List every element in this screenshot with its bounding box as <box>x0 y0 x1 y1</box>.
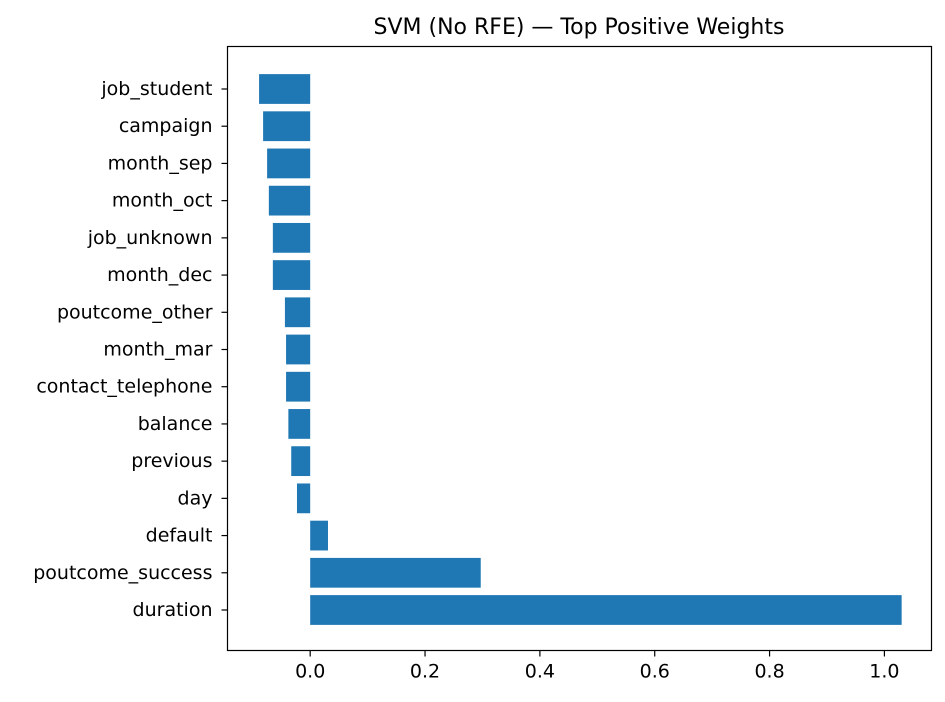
plot-frame <box>226 45 933 652</box>
x-tick-label: 0.6 <box>640 661 670 683</box>
y-tick-label: poutcome_success <box>33 562 212 584</box>
bar-campaign <box>263 111 311 142</box>
y-tick-label: month_oct <box>112 190 213 212</box>
bar-poutcome-success <box>310 557 481 588</box>
bar-previous <box>291 446 311 477</box>
y-tick-label: campaign <box>119 115 213 137</box>
y-tick-label: previous <box>131 450 212 472</box>
bar-day <box>296 483 311 514</box>
y-tick-label: job_student <box>100 78 212 100</box>
chart-title: SVM (No RFE) — Top Positive Weights <box>374 15 785 40</box>
y-axis-ticks: job_student campaign month_sep month_octjob… <box>33 78 228 621</box>
x-tick-label: 0.0 <box>295 661 325 683</box>
bar-balance <box>288 409 311 439</box>
bar-poutcome-other <box>284 297 311 328</box>
bar-month-mar <box>286 334 311 365</box>
x-tick-label: 0.4 <box>525 661 555 683</box>
bar-duration <box>310 595 902 625</box>
y-tick-label: poutcome_other <box>57 301 213 323</box>
y-tick-label: balance <box>138 413 213 435</box>
y-tick-label: default <box>146 525 213 547</box>
bar-month-oct <box>268 185 311 216</box>
bars-group <box>259 74 902 625</box>
bar-contact-telephone <box>286 371 311 402</box>
bar-month-sep <box>267 148 311 179</box>
y-tick-label: month_dec <box>107 264 212 286</box>
y-tick-label: contact_telephone <box>36 376 212 398</box>
bar-month-dec <box>272 260 311 290</box>
bar-job-student <box>259 74 311 104</box>
bar-job-unknown <box>272 222 311 253</box>
x-axis-ticks: 0.0 0.2 0.4 0.6 0.8 1.0 <box>295 650 900 683</box>
y-tick-label: job_unknown <box>87 227 213 249</box>
y-tick-label: duration <box>133 599 213 621</box>
x-tick-label: 1.0 <box>869 661 899 683</box>
bar-default <box>310 520 328 551</box>
y-tick-label: month_mar <box>103 339 212 361</box>
y-tick-label: month_sep <box>108 152 213 174</box>
y-tick-label: day <box>178 487 213 509</box>
x-tick-label: 0.8 <box>754 661 784 683</box>
x-tick-label: 0.2 <box>410 661 440 683</box>
